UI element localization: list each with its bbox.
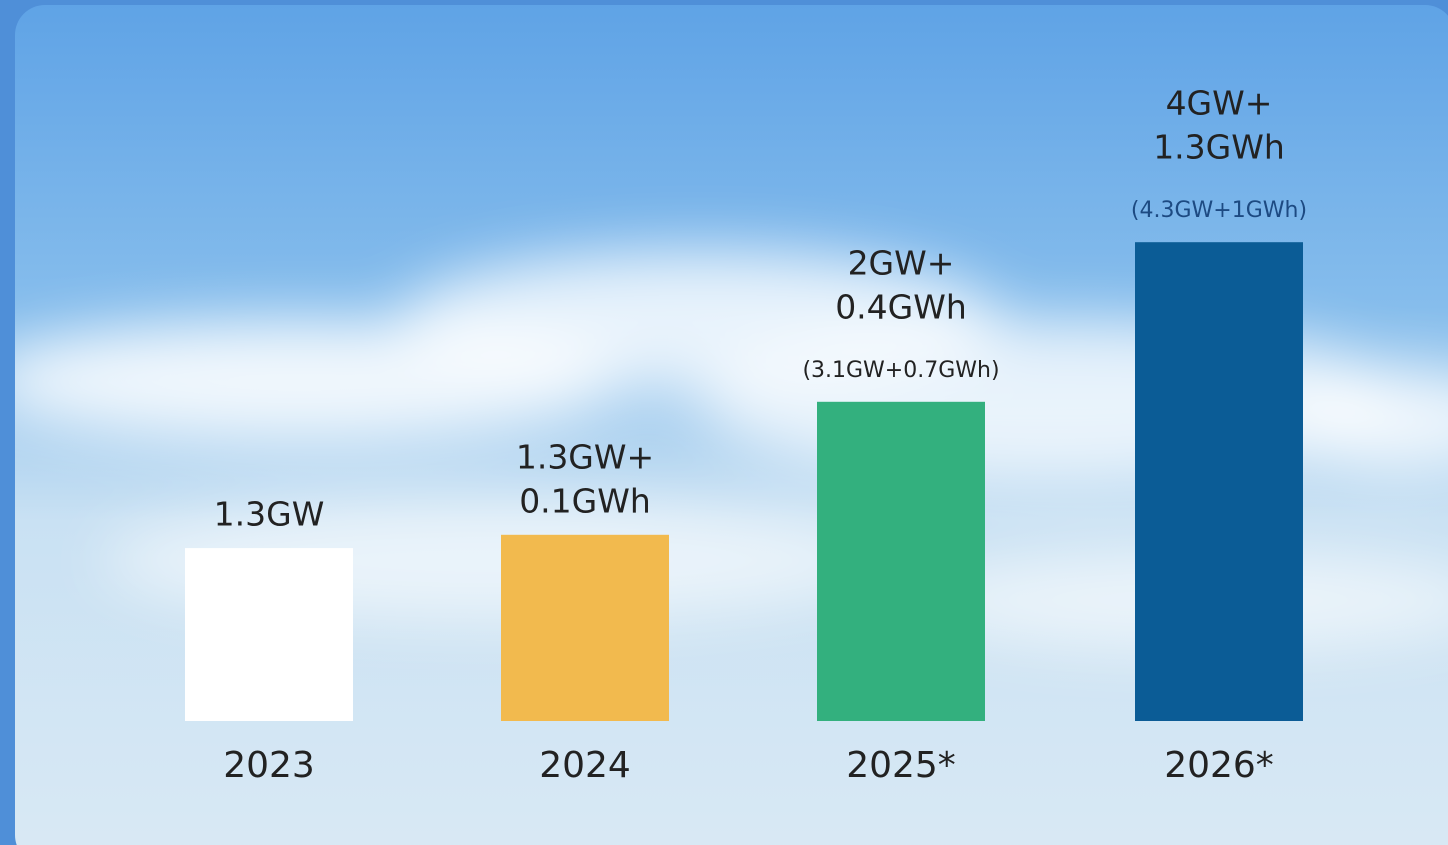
bar xyxy=(817,401,985,721)
annotation-line: 0.1GWh xyxy=(519,481,651,520)
annotation-note: (4.3GW+1GWh) xyxy=(1131,198,1307,223)
annotation-line: 4GW+ xyxy=(1166,84,1273,123)
category-label: 2025* xyxy=(846,745,956,786)
annotation-line: 1.3GW+ xyxy=(516,437,654,476)
annotation-line: 1.3GW xyxy=(214,495,325,534)
bar xyxy=(1135,242,1303,721)
annotation-line: 2GW+ xyxy=(848,243,955,282)
category-label: 2023 xyxy=(223,745,315,786)
category-label: 2026* xyxy=(1164,745,1274,786)
annotation-line: 0.4GWh xyxy=(835,287,967,326)
annotation-line: 1.3GWh xyxy=(1153,128,1285,167)
category-label: 2024 xyxy=(539,745,631,786)
bar xyxy=(185,548,353,721)
annotation-note: (3.1GW+0.7GWh) xyxy=(802,358,999,383)
bar xyxy=(501,534,669,721)
